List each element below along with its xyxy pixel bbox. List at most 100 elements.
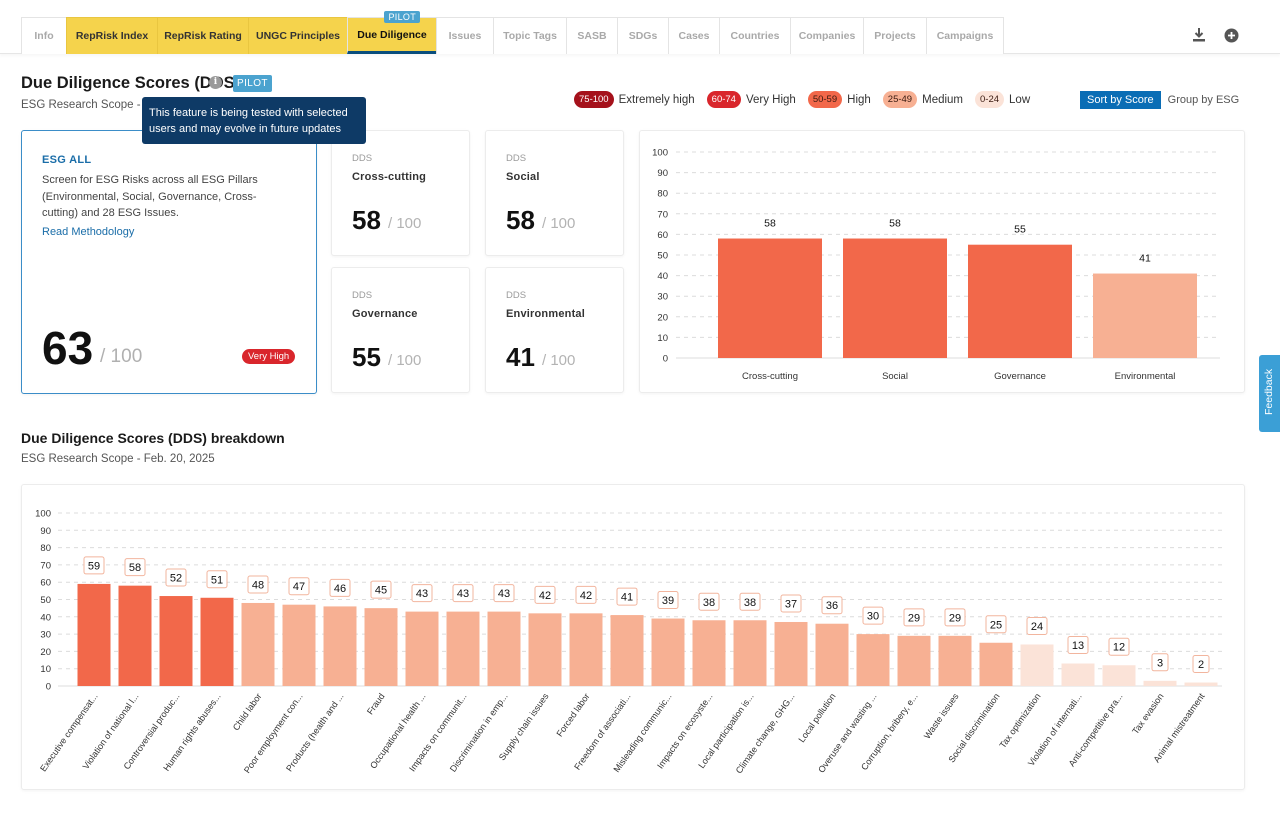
page-title: Due Diligence Scores (DDS) [21,74,241,92]
tab-sasb[interactable]: SASB [566,17,618,54]
bar-supply-chain-issues[interactable] [528,613,562,686]
bar-forced-labor[interactable] [569,613,603,686]
bar-human-rights-abuses[interactable] [200,597,234,686]
bar-violation-of-national-l[interactable] [118,585,152,686]
tab-companies[interactable]: Companies [790,17,864,54]
bar-tax-optimization[interactable] [1020,644,1054,686]
y-tick-label: 80 [40,543,51,554]
feedback-button[interactable]: Feedback [1259,355,1280,432]
tab-label: Issues [448,30,482,42]
bar-anti-competitive-pra[interactable] [1102,665,1136,686]
tab-campaigns[interactable]: Campaigns [926,17,1004,54]
bar-governance[interactable] [968,244,1072,358]
value-label-box [83,556,105,575]
tab-issues[interactable]: Issues [436,17,494,54]
breakdown-chart-card: 0 10 20 30 40 50 60 70 80 90 100 59 Executive compen… [21,484,1245,790]
tab-projects[interactable]: Projects [863,17,927,54]
bar-animal-mistreatment[interactable] [1184,682,1218,686]
bar-products-health-and[interactable] [323,606,357,686]
x-tick-label: Governance [994,371,1046,382]
bar-impacts-on-communit[interactable] [446,611,480,686]
info-icon[interactable]: i [209,76,222,89]
legend-range: 50-59 [807,91,843,108]
tab-topic-tags[interactable]: Topic Tags [493,17,567,54]
bar-tax-evasion[interactable] [1143,680,1177,686]
bar-local-participation-is[interactable] [733,620,767,686]
tab-sdgs[interactable]: SDGs [617,17,669,54]
y-tick-label: 50 [40,595,51,606]
value-label-overuse-and-wasting: 30 [867,611,879,623]
tab-label: Campaigns [936,30,994,42]
y-tick-label: 30 [40,630,51,641]
bar-fraud[interactable] [364,608,398,686]
read-methodology-link[interactable]: Read Methodology [42,226,135,238]
y-tick-label: 20 [657,312,668,323]
dds-label: DDS [506,290,527,301]
x-tick-label: Tax evasion [1130,691,1165,736]
tab-list: Info RepRisk Index RepRisk Rating UNGC Prin… [21,11,1004,54]
y-tick-label: 70 [40,560,51,571]
y-tick-label: 20 [40,647,51,658]
value-label-waste-issues: 29 [949,612,961,624]
pilot-tooltip: This feature is being tested with select… [142,97,366,144]
tab-countries[interactable]: Countries [719,17,791,54]
value-label-box [1192,655,1210,674]
bar-overuse-and-wasting[interactable] [856,634,890,686]
tab-label: Topic Tags [503,30,557,42]
tab-label: RepRisk Index [75,30,149,42]
y-tick-label: 80 [657,189,668,200]
value-label-box [780,594,802,613]
value-label-impacts-on-ecosyste: 38 [703,597,715,609]
tab-reprisk-index[interactable]: RepRisk Index [66,17,158,54]
value-label-fraud: 45 [375,585,387,597]
bar-controversial-produc[interactable] [159,596,193,686]
bar-occupational-health[interactable] [405,611,439,686]
bar-environmental[interactable] [1093,273,1197,358]
pillar-out-of: / 100 [388,352,422,369]
value-label-violation-of-internati: 13 [1072,640,1084,652]
pillar-score: 55 [352,342,381,372]
value-label-discrimination-in-emp: 43 [498,588,510,600]
dds-card-governance[interactable]: DDS Governance 55 / 100 [331,267,470,393]
bar-waste-issues[interactable] [938,635,972,686]
bar-corruption-bribery-e[interactable] [897,635,931,686]
tab-ungc-principles[interactable]: UNGC Principles [248,17,348,54]
sort-by-score-button[interactable]: Sort by Score [1080,91,1161,109]
legend-range: 25-49 [882,91,918,108]
bar-misleading-communic[interactable] [651,618,685,686]
dds-card-social[interactable]: DDS Social 58 / 100 [485,130,624,256]
dds-card-cross-cutting[interactable]: DDS Cross-cutting 58 / 100 [331,130,470,256]
add-icon[interactable] [1222,26,1240,44]
bar-discrimination-in-emp[interactable] [487,611,521,686]
bar-freedom-of-associati[interactable] [610,615,644,686]
tab-due-diligence[interactable]: Due Diligence PILOT [347,11,437,54]
dds-card-environmental[interactable]: DDS Environmental 41 / 100 [485,267,624,393]
y-tick-label: 90 [40,526,51,537]
bar-climate-change-ghg[interactable] [774,621,808,686]
bar-cross-cutting[interactable] [718,238,822,358]
download-icon[interactable] [1190,26,1208,44]
bar-violation-of-internati[interactable] [1061,663,1095,686]
value-label-box [698,592,720,611]
value-label-tax-evasion: 3 [1157,657,1163,669]
value-label-impacts-on-communit: 43 [457,588,469,600]
group-by-esg-button[interactable]: Group by ESG [1167,94,1240,106]
bar-child-labor[interactable] [241,602,275,686]
bar-impacts-on-ecosyste[interactable] [692,620,726,686]
esg-all-out-of: / 100 [100,346,143,367]
value-label-controversial-produc: 52 [170,573,182,585]
bar-poor-employment-con[interactable] [282,604,316,686]
dds-label: DDS [352,290,373,301]
bar-executive-compensat[interactable] [77,583,111,686]
esg-all-card[interactable]: ESG ALL Screen for ESG Risks across all … [21,130,317,394]
value-label-animal-mistreatment: 2 [1198,659,1204,671]
bar-social-discrimination[interactable] [979,642,1013,686]
bar-local-pollution[interactable] [815,623,849,686]
tab-reprisk-rating[interactable]: RepRisk Rating [157,17,249,54]
value-label-box [288,577,310,596]
tab-info[interactable]: Info [21,17,67,54]
bar-social[interactable] [843,238,947,358]
pillar-bar-chart: 0 10 20 30 40 50 60 70 80 90 100 58 Cross-cutting 58 S… [652,148,1220,382]
tab-cases[interactable]: Cases [668,17,720,54]
y-tick-label: 100 [652,148,668,159]
